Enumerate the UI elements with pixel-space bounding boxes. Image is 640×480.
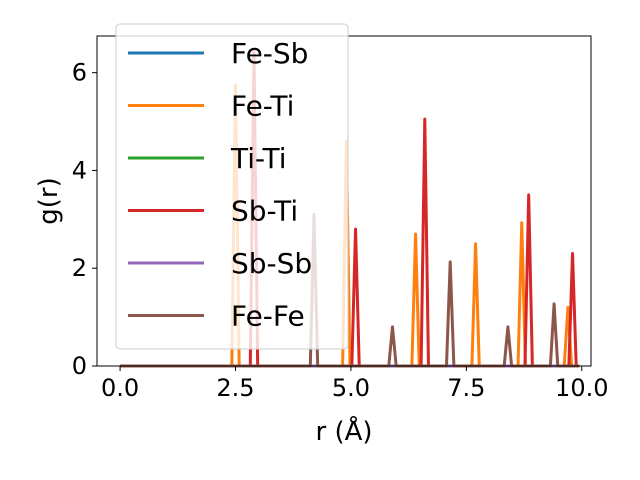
x-tick-label: 7.5 [447, 374, 485, 402]
legend-label-ti-ti: Ti-Ti [230, 142, 287, 175]
y-tick-label: 2 [72, 254, 87, 282]
x-tick-label: 5.0 [332, 374, 370, 402]
x-tick-label: 2.5 [216, 374, 254, 402]
legend-label-fe-ti: Fe-Ti [231, 90, 294, 123]
y-tick-label: 6 [72, 59, 87, 87]
y-tick-label: 0 [72, 352, 87, 380]
x-tick-label: 10.0 [555, 374, 608, 402]
legend-label-fe-sb: Fe-Sb [231, 37, 308, 70]
legend-items: Fe-Sb Fe-Ti Ti-Ti Sb-Ti Sb-Sb Fe-Fe [128, 37, 312, 333]
x-axis-label: r (Å) [315, 415, 372, 447]
x-tick-label: 0.0 [101, 374, 139, 402]
ticks-layer: 0.0 2.5 5.0 7.5 10.0 0 2 4 6 [72, 59, 609, 402]
legend: Fe-Sb Fe-Ti Ti-Ti Sb-Ti Sb-Sb Fe-Fe [115, 23, 349, 350]
y-axis-label: g(r) [34, 177, 64, 224]
legend-label-sb-ti: Sb-Ti [231, 195, 298, 228]
y-tick-label: 4 [72, 156, 87, 184]
legend-label-sb-sb: Sb-Sb [231, 247, 312, 280]
legend-label-fe-fe: Fe-Fe [231, 300, 305, 333]
